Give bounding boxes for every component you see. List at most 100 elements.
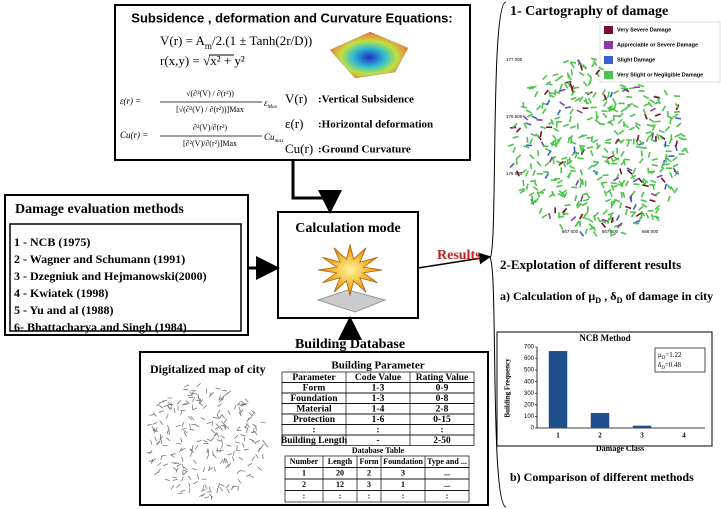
map-stroke [551,190,556,197]
map-stroke [529,179,537,183]
map-stroke [193,481,198,485]
legend-label: Slight Damage [617,57,655,63]
map-stroke [206,454,210,460]
table-header: Foundation [383,457,423,466]
map-stroke [183,466,188,471]
brace [489,1,507,508]
map-stroke [190,416,195,421]
map-stroke [643,94,650,100]
map-stroke [154,436,158,442]
map-stroke [581,178,584,186]
text-part: Cu [264,132,275,142]
results-label: Results [437,248,481,263]
y-tick-label: 0 [531,426,535,432]
x-tick-label: 3 [640,432,644,440]
map-stroke [544,172,550,179]
map-stroke [230,485,235,491]
map-stroke [632,222,640,225]
map-stroke [575,220,580,227]
map-stroke [152,426,154,432]
map-stroke [602,209,608,215]
map-stroke [194,423,200,428]
map-stroke [219,426,223,431]
map-stroke [559,88,566,92]
map-stroke [202,404,207,409]
map-stroke [624,158,631,161]
map-stroke [582,81,588,87]
map-stroke [579,231,585,237]
map-stroke [204,496,210,499]
map-stroke [167,406,173,410]
map-stroke [532,186,539,192]
map-stroke [544,161,551,167]
method-item: 5 - Yu and al (1988) [14,303,113,317]
map-stroke [529,138,534,145]
equation-factor: εMax [264,98,278,110]
map-stroke [651,124,656,131]
map-stroke [576,203,583,207]
map-stroke [152,412,157,417]
map-stroke [626,95,633,99]
map-stroke [595,69,601,75]
map-stroke [583,99,590,105]
map-stroke [165,437,171,442]
map-stroke [188,482,191,488]
map-stroke [570,125,577,129]
map-stroke [612,98,617,105]
map-stroke [165,478,170,482]
map-stroke [225,463,230,469]
map-stroke [588,78,593,85]
map-stroke [176,483,181,488]
y-tick-label: 100 [524,414,535,420]
map-stroke [153,428,158,433]
map-stroke [515,154,522,160]
legend-label: Very Slight or Negligible Damage [617,72,703,78]
map-stroke [610,217,614,224]
calculation-box [277,211,419,319]
map-stroke [238,406,242,412]
map-stroke [597,216,602,223]
map-stroke [613,176,620,182]
map-stroke [554,141,558,148]
map-stroke [209,391,214,397]
map-stroke [535,133,541,139]
icon-base [316,289,387,313]
map-stroke [227,453,233,456]
map-stroke [651,132,654,139]
symbol: Cu(r) [285,141,313,156]
map-stroke [613,129,619,136]
definition: :Vertical Subsidence [318,94,414,106]
map-stroke [664,141,667,148]
text-part: , δ [601,289,616,303]
map-stroke [552,73,559,77]
map-stroke [641,203,648,208]
map-stroke [160,438,163,444]
table-cell: 3 [367,480,371,489]
table-header: Length [328,457,353,466]
map-stroke [645,131,652,135]
y-tick-label: 600 [524,356,535,362]
x-tick-label: 4 [682,432,686,440]
map-stroke [176,463,182,467]
map-stroke [163,463,169,467]
map-stroke [600,219,607,224]
equation-denominator: [√(∂²(V) / ∂(r²))]Max [176,105,244,114]
map-stroke [592,138,599,144]
map-x-label: 668 000 [642,229,659,234]
map-stroke [223,418,228,423]
subscript: m [205,41,212,51]
calc-label: a) Calculation of μD , δD of damage in c… [500,289,713,306]
map-stroke [617,118,623,125]
map-stroke [607,212,615,216]
map-stroke [546,99,551,106]
map-stroke [654,207,660,214]
map-stroke [587,218,594,223]
table-row [284,467,470,480]
database-label: Building Database [295,337,405,352]
map-stroke [603,147,609,154]
map-x-label: 667 500 [602,229,619,234]
map-stroke [620,150,625,157]
map-stroke [216,439,222,442]
map-stroke [242,442,245,448]
map-stroke [611,150,615,157]
